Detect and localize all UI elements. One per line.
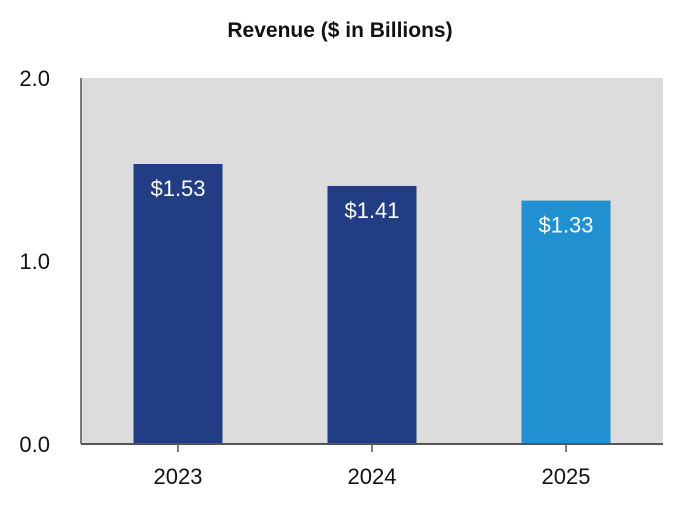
chart-title: Revenue ($ in Billions) (227, 19, 452, 42)
x-tick-label-2025: 2025 (542, 464, 591, 489)
data-label-2024: $1.41 (344, 198, 399, 223)
y-tick-label: 0.0 (19, 432, 50, 457)
data-label-2023: $1.53 (150, 176, 205, 201)
bar-2024 (327, 185, 417, 444)
bar-2023 (133, 164, 223, 444)
y-tick-label: 2.0 (19, 66, 50, 91)
x-tick-label-2024: 2024 (348, 464, 397, 489)
data-label-2025: $1.33 (538, 213, 593, 238)
y-tick-label: 1.0 (19, 249, 50, 274)
x-tick-label-2023: 2023 (154, 464, 203, 489)
bar-2025 (521, 200, 611, 444)
